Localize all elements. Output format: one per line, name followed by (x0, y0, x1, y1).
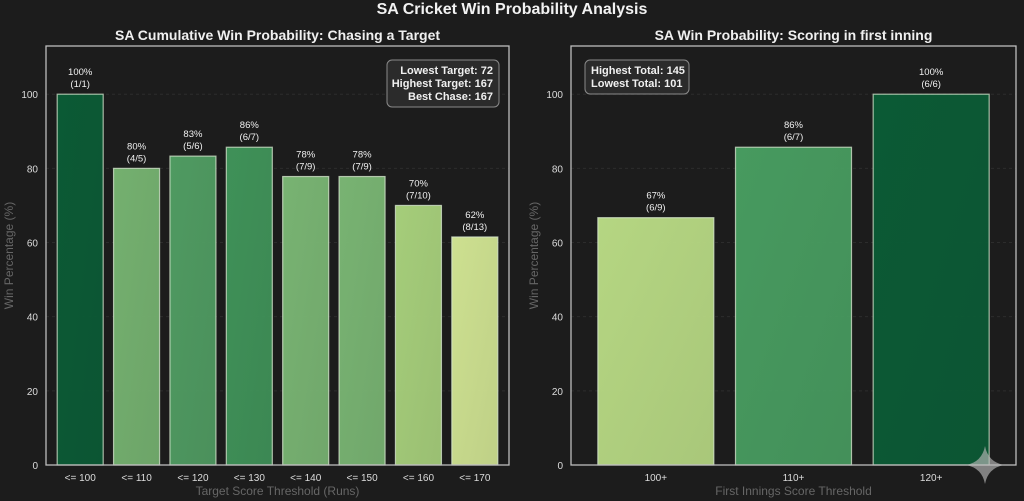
info-box-line: Highest Target: 167 (392, 78, 493, 90)
x-tick-label: 120+ (920, 473, 943, 484)
x-tick-label: <= 110 (121, 473, 152, 484)
y-axis-label: Win Percentage (%) (527, 202, 541, 309)
bar-value-label: 100% (68, 67, 93, 78)
plot-frame (45, 45, 510, 466)
bar-value-label: 100% (919, 67, 944, 78)
x-axis-label: First Innings Score Threshold (715, 484, 872, 498)
y-tick-label: 80 (552, 164, 564, 175)
bar-count-label: (6/9) (646, 203, 666, 214)
bar (56, 93, 104, 466)
bar-value-label: 86% (784, 120, 804, 131)
x-tick-label: 110+ (783, 473, 805, 484)
info-box-line: Lowest Total: 101 (591, 78, 682, 90)
y-tick-label: 20 (552, 387, 564, 398)
info-box-background (386, 59, 500, 108)
bar-value-label: 83% (183, 129, 203, 140)
bar (225, 146, 273, 466)
chart-title: SA Cumulative Win Probability: Chasing a… (115, 27, 440, 43)
y-tick-label: 80 (27, 164, 39, 175)
bar (872, 93, 990, 466)
bar-value-label: 67% (646, 191, 666, 202)
x-tick-label: <= 130 (234, 473, 266, 484)
bar-count-label: (4/5) (127, 153, 147, 164)
y-tick-label: 60 (552, 239, 564, 250)
bar-count-label: (6/6) (921, 79, 941, 90)
bar-count-label: (5/6) (183, 141, 203, 152)
figure-title: SA Cricket Win Probability Analysis (376, 1, 648, 18)
x-tick-label: <= 170 (459, 473, 491, 484)
bar (338, 175, 386, 466)
y-tick-label: 100 (21, 90, 38, 101)
chart-panel-2: SA Win Probability: Scoring in first inn… (527, 27, 1017, 498)
bar (169, 155, 217, 466)
y-tick-label: 100 (546, 90, 563, 101)
sparkle-watermark-icon (966, 446, 1004, 484)
y-axis-label: Win Percentage (%) (2, 202, 16, 309)
bar-count-label: (7/9) (352, 162, 372, 173)
bar-value-label: 86% (240, 120, 260, 131)
info-box-line: Highest Total: 145 (591, 65, 685, 77)
bar (734, 146, 853, 466)
bar-count-label: (8/13) (462, 222, 487, 233)
bar-count-label: (6/7) (784, 132, 804, 143)
y-tick-label: 60 (27, 239, 39, 250)
bar (597, 217, 715, 466)
y-tick-label: 40 (27, 313, 39, 324)
bar-value-label: 80% (127, 141, 147, 152)
x-tick-label: <= 120 (177, 473, 209, 484)
info-box-line: Best Chase: 167 (408, 91, 493, 103)
bar-count-label: (6/7) (240, 132, 260, 143)
y-tick-label: 0 (32, 461, 38, 472)
bar (394, 204, 443, 466)
chart-panel-1: SA Cumulative Win Probability: Chasing a… (2, 27, 510, 498)
bar (451, 236, 499, 466)
info-box-line: Lowest Target: 72 (400, 65, 493, 77)
x-tick-label: 100+ (645, 473, 668, 484)
bar-count-label: (1/1) (70, 79, 90, 90)
bar-value-label: 70% (409, 178, 429, 189)
bar-value-label: 78% (296, 150, 316, 161)
y-tick-label: 0 (557, 461, 563, 472)
bar-value-label: 78% (353, 150, 373, 161)
y-tick-label: 40 (552, 313, 564, 324)
x-tick-label: <= 140 (290, 473, 322, 484)
bar-count-label: (7/9) (296, 162, 316, 173)
bar-value-label: 62% (465, 210, 485, 221)
x-axis-label: Target Score Threshold (Runs) (196, 484, 360, 498)
bar (112, 167, 161, 466)
plot-frame (570, 45, 1017, 466)
chart-title: SA Win Probability: Scoring in first inn… (655, 27, 933, 43)
bar (282, 175, 330, 466)
x-tick-label: <= 100 (65, 473, 97, 484)
x-tick-label: <= 150 (346, 473, 378, 484)
y-tick-label: 20 (27, 387, 39, 398)
bar-count-label: (7/10) (406, 190, 431, 201)
x-tick-label: <= 160 (403, 473, 435, 484)
info-box-background (584, 59, 690, 95)
